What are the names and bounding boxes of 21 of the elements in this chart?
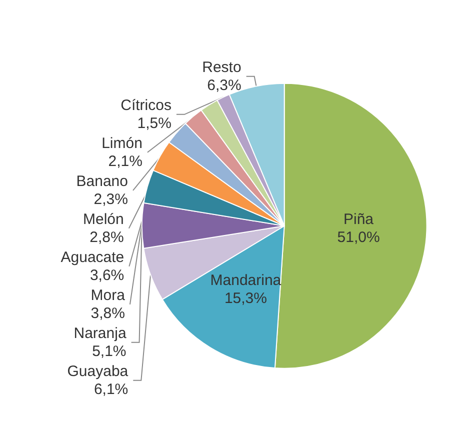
data-label: 6,1% — [94, 380, 128, 398]
slice-label: Limón — [102, 134, 142, 152]
data-label: 1,5% — [137, 114, 172, 132]
data-label: 15,3% — [224, 290, 267, 307]
slice-label: Resto — [202, 58, 242, 76]
data-label: 6,3% — [207, 76, 242, 94]
slice-label: Cítricos — [120, 96, 172, 114]
data-label: 2,8% — [90, 228, 124, 246]
slice-label: Banano — [76, 172, 128, 190]
slice-label: Naranja — [74, 324, 127, 342]
slice-label: Aguacate — [60, 248, 124, 266]
slice-label: Guayaba — [67, 362, 129, 380]
data-label: 3,8% — [90, 304, 125, 322]
slice-label: Mora — [90, 286, 126, 304]
data-label: 51,0% — [337, 228, 380, 246]
slice-label: Melón — [83, 210, 124, 228]
slice-label: Piña — [344, 210, 374, 228]
data-label: 2,3% — [94, 190, 128, 208]
data-label: 5,1% — [92, 342, 126, 360]
data-label: 2,1% — [108, 152, 142, 170]
data-label: 3,6% — [90, 266, 124, 284]
